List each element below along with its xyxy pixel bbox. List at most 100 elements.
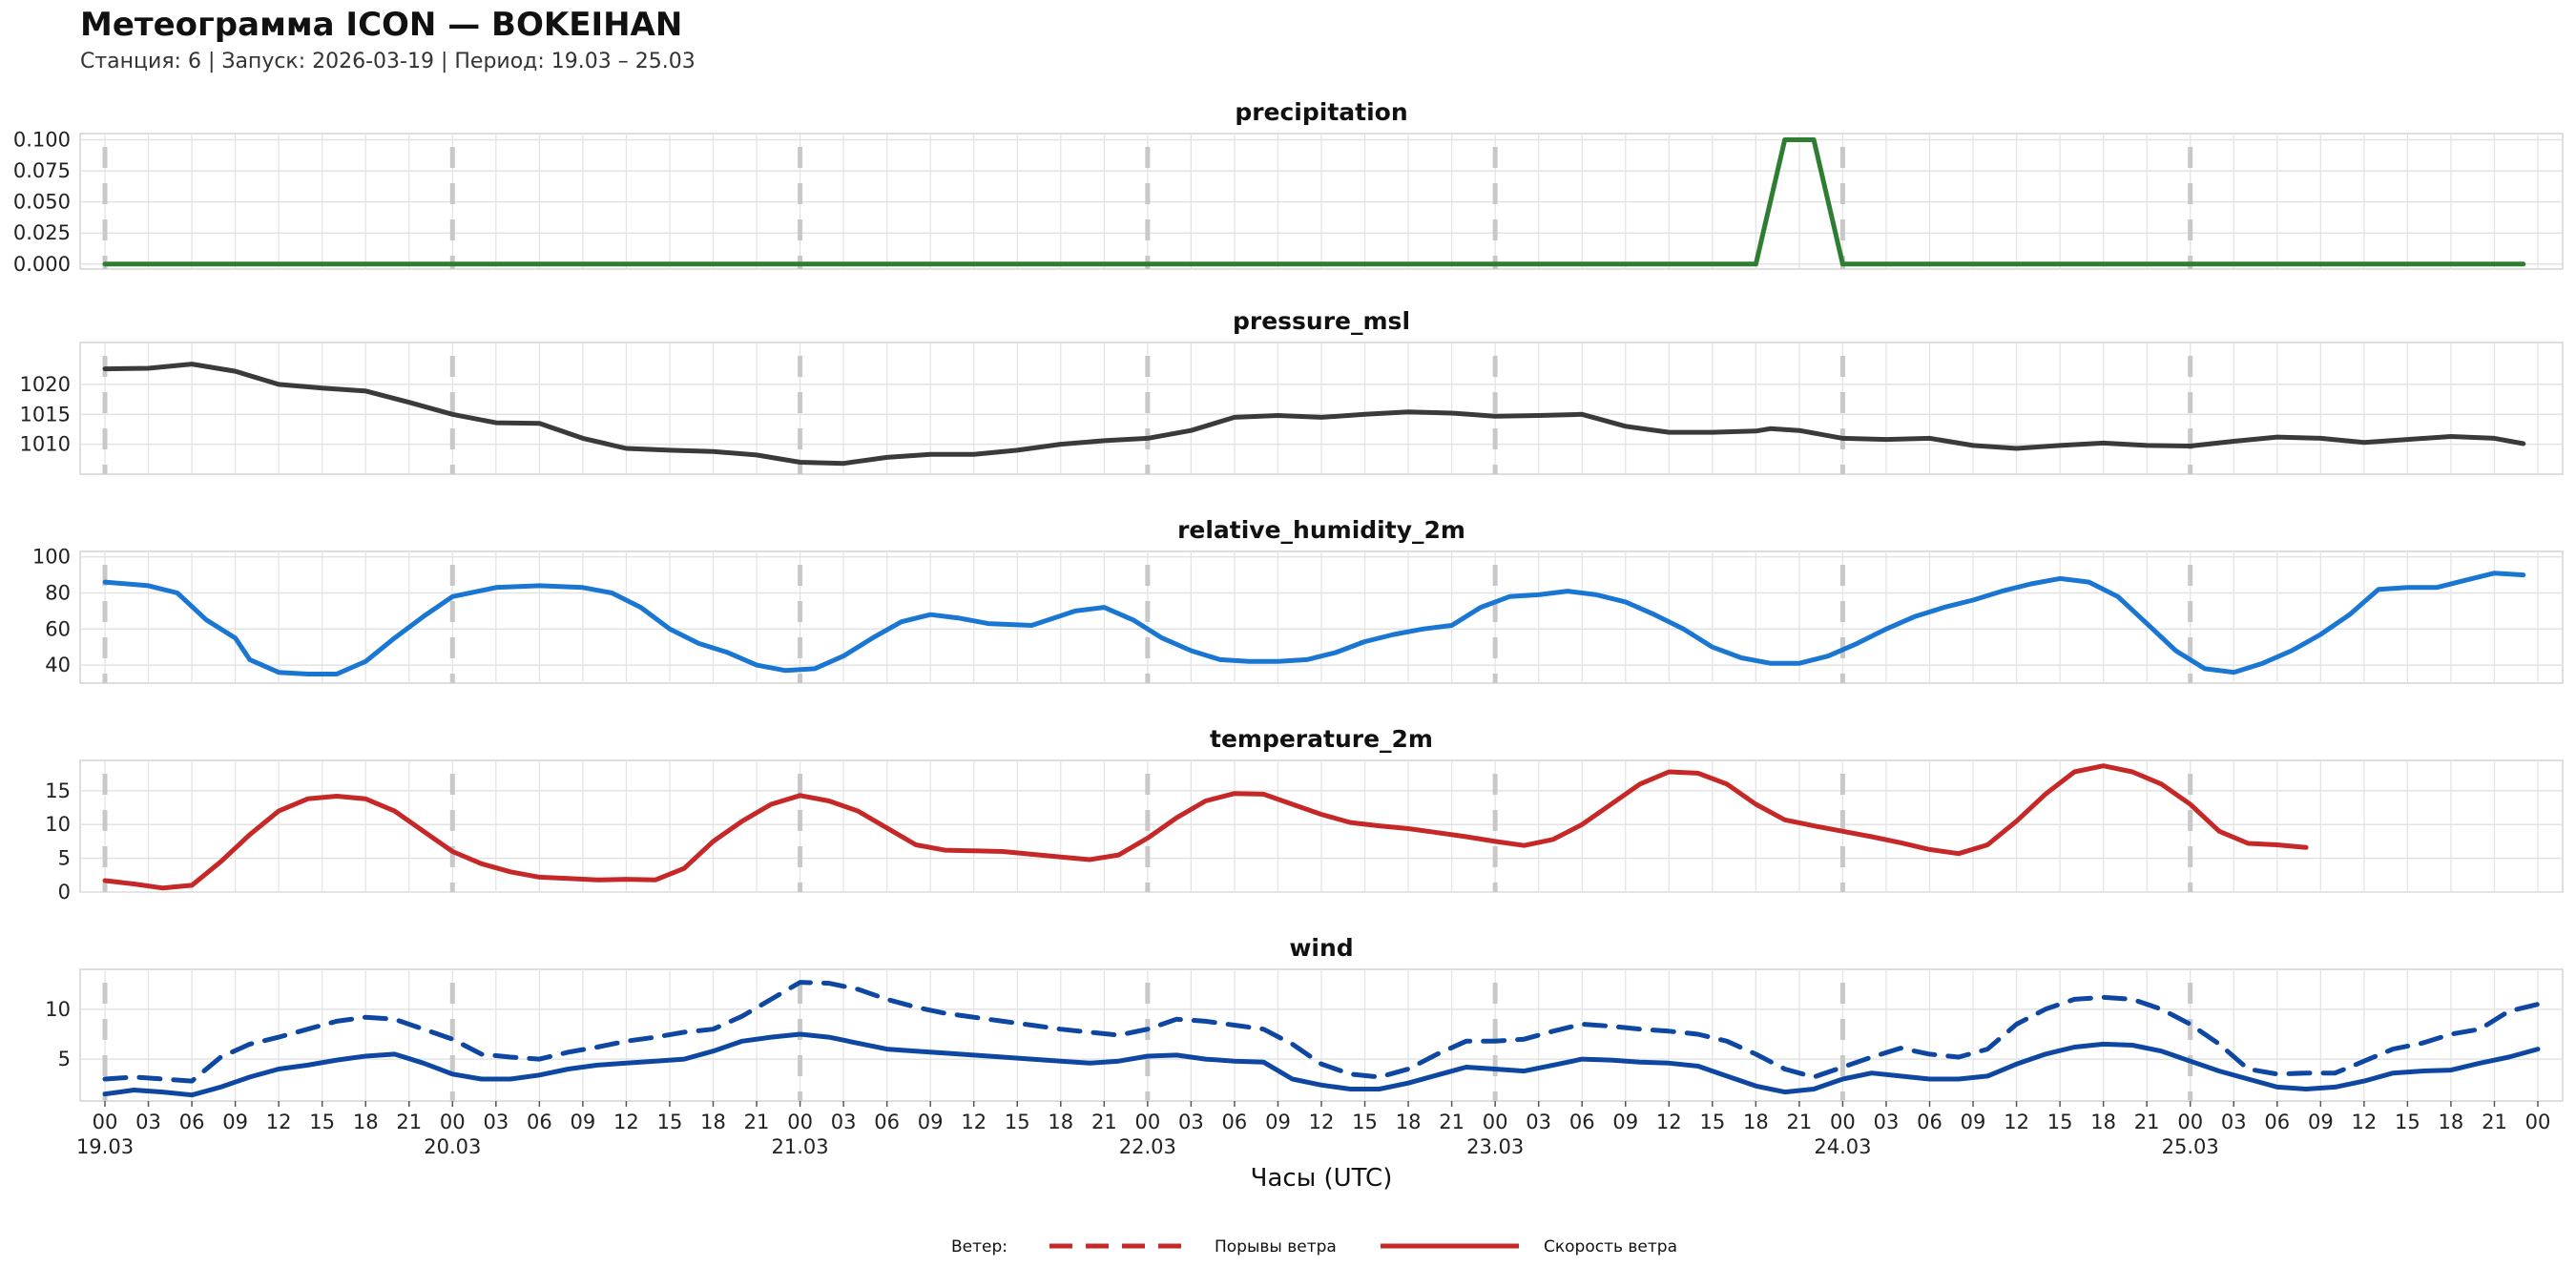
panels-layer: 0.000 0.025 0.050 0.075 0.100 precipitation 10… <box>13 98 2564 1102</box>
y-tick-label: 15 <box>45 779 71 802</box>
x-tick-label: 21 <box>1439 1111 1465 1133</box>
panel-pressure_msl: 1010 1015 1020 pressure_msl <box>20 307 2564 475</box>
y-tick-label: 1020 <box>20 373 71 396</box>
y-tick-label: 0.075 <box>13 159 71 182</box>
x-tick-label: 06 <box>2264 1111 2290 1133</box>
x-tick-label: 21 <box>2134 1111 2160 1133</box>
x-tick-label: 12 <box>2004 1111 2029 1133</box>
x-tick-label: 15 <box>1005 1111 1030 1133</box>
legend-title: Ветер: <box>951 1237 1008 1257</box>
x-day-label: 19.03 <box>76 1135 134 1158</box>
x-tick-label: 18 <box>1396 1111 1422 1133</box>
x-tick-label: 03 <box>483 1111 509 1133</box>
x-tick-label: 09 <box>1265 1111 1291 1133</box>
panel-temperature_2m: 0 5 10 15 temperature_2m <box>45 725 2564 904</box>
x-tick-label: 03 <box>1526 1111 1551 1133</box>
x-tick-label: 18 <box>1048 1111 1073 1133</box>
legend-label-speed: Скорость ветра <box>1544 1237 1677 1257</box>
legend-label-gusts: Порывы ветра <box>1215 1237 1337 1257</box>
x-tick-label: 18 <box>700 1111 726 1133</box>
series-line-relative_humidity_2m <box>102 571 2526 676</box>
x-tick-label: 00 <box>2177 1111 2203 1133</box>
x-tick-label: 12 <box>1656 1111 1682 1133</box>
x-tick-label: 00 <box>787 1111 813 1133</box>
x-tick-label: 09 <box>1612 1111 1638 1133</box>
chart-subtitle: Станция: 6 | Запуск: 2026-03-19 | Период… <box>80 50 696 73</box>
y-tick-label: 40 <box>45 654 71 676</box>
x-day-label: 21.03 <box>772 1135 829 1158</box>
x-tick-label: 18 <box>1743 1111 1769 1133</box>
y-tick-label: 10 <box>45 813 71 836</box>
x-tick-label: 21 <box>2482 1111 2507 1133</box>
panel-precipitation: 0.000 0.025 0.050 0.075 0.100 precipitation <box>13 98 2564 276</box>
y-tick-label: 0.100 <box>13 129 71 152</box>
x-tick-label: 09 <box>222 1111 248 1133</box>
x-tick-label: 00 <box>93 1111 118 1133</box>
x-tick-label: 12 <box>613 1111 639 1133</box>
panel-wind: 5 10 wind <box>45 934 2564 1102</box>
x-tick-label: 00 <box>1830 1111 1856 1133</box>
x-day-label: 24.03 <box>1814 1135 1871 1158</box>
x-tick-label: 12 <box>961 1111 987 1133</box>
x-tick-label: 06 <box>527 1111 552 1133</box>
x-tick-label: 18 <box>2090 1111 2116 1133</box>
x-tick-label: 09 <box>1961 1111 1986 1133</box>
x-tick-label: 21 <box>744 1111 770 1133</box>
x-tick-label: 06 <box>1917 1111 1942 1133</box>
x-tick-label: 09 <box>2308 1111 2334 1133</box>
x-tick-label: 00 <box>440 1111 466 1133</box>
y-tick-label: 5 <box>58 1048 71 1070</box>
x-tick-label: 03 <box>1874 1111 1900 1133</box>
y-tick-label: 80 <box>45 581 71 604</box>
panel-title: temperature_2m <box>1210 725 1433 753</box>
x-day-label: 23.03 <box>1466 1135 1524 1158</box>
y-tick-label: 1010 <box>20 433 71 456</box>
y-tick-label: 10 <box>45 998 71 1021</box>
x-tick-label: 03 <box>2221 1111 2247 1133</box>
series-line-pressure_msl <box>102 362 2526 467</box>
x-tick-label: 12 <box>1309 1111 1335 1133</box>
x-tick-label: 12 <box>266 1111 292 1133</box>
x-tick-label: 15 <box>1352 1111 1378 1133</box>
x-tick-label: 00 <box>2525 1111 2551 1133</box>
legend: Ветер: Порывы ветра Скорость ветра <box>951 1237 1677 1257</box>
chart-title: Метеограмма ICON — BOKEIHAN <box>80 6 683 44</box>
x-tick-label: 03 <box>135 1111 161 1133</box>
x-tick-label: 12 <box>2351 1111 2377 1133</box>
y-tick-label: 1015 <box>20 403 71 426</box>
x-tick-label: 18 <box>353 1111 379 1133</box>
x-tick-label: 21 <box>396 1111 422 1133</box>
x-tick-label: 09 <box>918 1111 944 1133</box>
panel-title: pressure_msl <box>1233 307 1410 335</box>
x-tick-label: 00 <box>1483 1111 1508 1133</box>
x-tick-label: 06 <box>1222 1111 1248 1133</box>
panel-relative_humidity_2m: 40 60 80 100 relative_humidity_2m <box>32 516 2564 684</box>
y-tick-label: 0.025 <box>13 221 71 244</box>
y-tick-label: 5 <box>58 847 71 870</box>
x-tick-label: 03 <box>831 1111 857 1133</box>
panel-title: wind <box>1289 934 1353 962</box>
x-tick-label: 15 <box>2395 1111 2420 1133</box>
x-tick-label: 21 <box>1091 1111 1117 1133</box>
series-line-gusts <box>102 980 2541 1084</box>
panel-title: precipitation <box>1235 98 1407 126</box>
x-axis-label: Часы (UTC) <box>1251 1164 1393 1193</box>
y-tick-label: 60 <box>45 617 71 640</box>
x-tick-label: 09 <box>571 1111 596 1133</box>
y-tick-label: 100 <box>32 546 71 569</box>
series-line-speed <box>102 1031 2541 1098</box>
x-tick-label: 15 <box>309 1111 335 1133</box>
series-line-precipitation <box>102 137 2526 267</box>
x-tick-label: 06 <box>1569 1111 1595 1133</box>
panel-title: relative_humidity_2m <box>1177 516 1465 544</box>
y-tick-label: 0.050 <box>13 191 71 214</box>
x-day-label: 22.03 <box>1119 1135 1176 1158</box>
x-tick-label: 21 <box>1787 1111 1813 1133</box>
x-tick-label: 06 <box>179 1111 205 1133</box>
x-day-label: 25.03 <box>2162 1135 2219 1158</box>
x-tick-label: 06 <box>874 1111 900 1133</box>
series-line-temperature_2m <box>102 763 2309 891</box>
x-tick-label: 15 <box>1699 1111 1725 1133</box>
